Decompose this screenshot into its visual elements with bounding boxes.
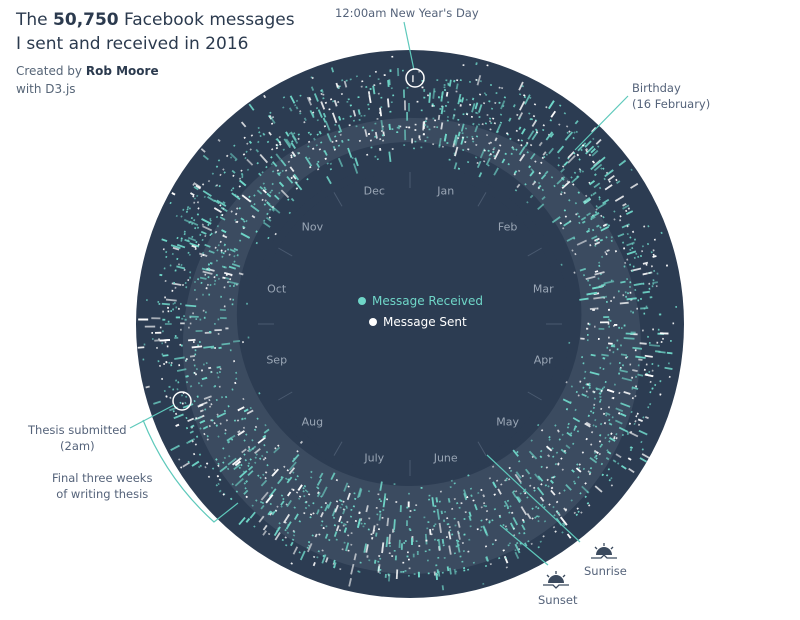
sunset-icon xyxy=(543,571,569,589)
month-label-nov: Nov xyxy=(302,220,324,233)
month-label-july: July xyxy=(363,451,384,464)
received-legend-label: Message Received xyxy=(372,294,483,308)
month-label-jan: Jan xyxy=(436,185,454,198)
thesis-marker xyxy=(172,391,192,411)
sunset-label: Sunset xyxy=(538,593,578,607)
chart-title: The 50,750 Facebook messages I sent and … xyxy=(16,8,295,56)
message-dots xyxy=(137,55,678,591)
month-label-may: May xyxy=(496,416,519,429)
sent-legend-dot xyxy=(369,318,377,326)
month-label-mar: Mar xyxy=(533,282,554,295)
center-disc xyxy=(258,172,562,476)
thesis-line1: Thesis submitted xyxy=(28,423,127,437)
birthday-line xyxy=(574,95,629,151)
final-weeks-annotation: Final three weeks of writing thesis xyxy=(52,470,152,502)
month-labels: Jan Feb Mar Apr May June July Aug Sep Oct Nov Dec xyxy=(266,185,554,465)
final-weeks-bracket xyxy=(142,419,239,523)
birthday-line2: (16 February) xyxy=(632,97,711,111)
month-label-oct: Oct xyxy=(267,282,287,295)
credit: Created by Rob Moore with D3.js xyxy=(16,62,159,98)
thesis-annotation: Thesis submitted (2am) xyxy=(28,422,127,454)
final-line2: of writing thesis xyxy=(56,487,149,501)
month-label-sep: Sep xyxy=(266,354,287,367)
credit-author: Rob Moore xyxy=(85,64,159,78)
daylight-band xyxy=(182,117,641,574)
sunset-line xyxy=(499,524,549,566)
sunrise-line xyxy=(486,454,581,543)
new-year-marker xyxy=(405,68,425,88)
credit-tool: with D3.js xyxy=(16,82,76,96)
received-legend-dot xyxy=(358,297,366,305)
birthday-annotation: Birthday (16 February) xyxy=(632,80,710,112)
sent-legend-label: Message Sent xyxy=(383,315,467,329)
sunrise-icon xyxy=(591,543,617,559)
new-year-line xyxy=(403,21,415,71)
month-label-feb: Feb xyxy=(498,220,517,233)
month-label-june: June xyxy=(433,451,458,464)
thesis-line2: (2am) xyxy=(60,439,95,453)
birthday-line1: Birthday xyxy=(632,81,681,95)
final-line1: Final three weeks xyxy=(52,471,153,485)
sunrise-label: Sunrise xyxy=(584,564,627,578)
title-prefix: The xyxy=(16,10,54,30)
title-line2: I sent and received in 2016 xyxy=(16,34,249,54)
title-count: 50,750 xyxy=(53,10,119,30)
month-label-dec: Dec xyxy=(364,185,385,198)
month-ticks xyxy=(258,172,562,476)
new-year-annotation: 12:00am New Year's Day xyxy=(335,6,479,20)
month-label-apr: Apr xyxy=(534,354,554,367)
credit-prefix: Created by xyxy=(16,64,86,78)
month-label-aug: Aug xyxy=(302,416,323,429)
title-suffix: Facebook messages xyxy=(118,10,295,30)
thesis-line xyxy=(129,404,175,429)
